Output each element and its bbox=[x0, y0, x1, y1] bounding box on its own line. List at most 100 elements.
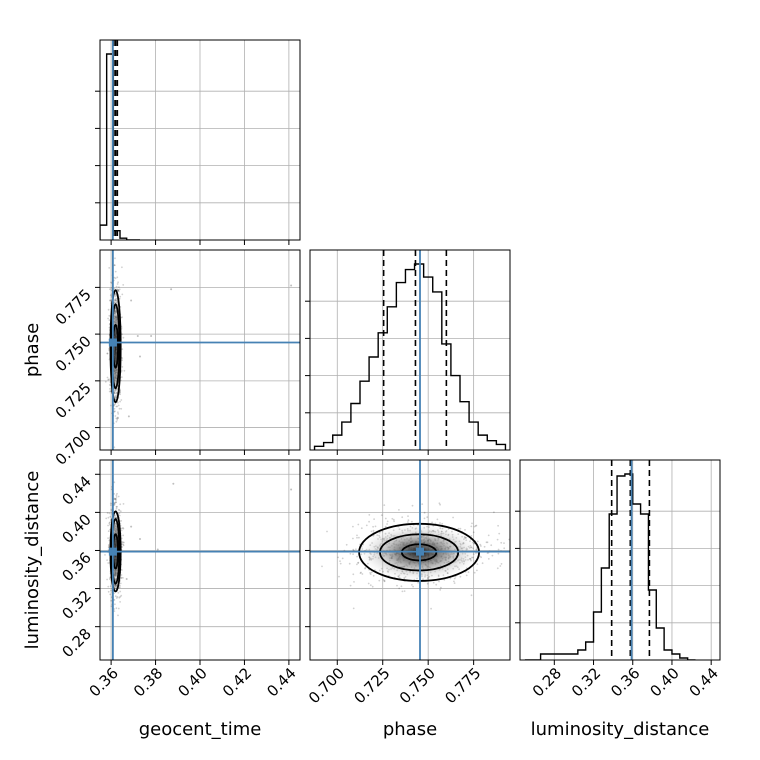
sample-point bbox=[116, 416, 119, 419]
sample-point bbox=[386, 523, 388, 525]
x-tick-label: 0.44 bbox=[686, 664, 722, 700]
sample-point bbox=[380, 514, 383, 517]
sample-point bbox=[349, 584, 352, 587]
sample-point bbox=[116, 405, 119, 408]
y-tick-label: 0.775 bbox=[52, 285, 95, 328]
x-tick-label: 0.36 bbox=[86, 664, 122, 700]
sample-point bbox=[119, 586, 121, 589]
sample-point bbox=[370, 530, 373, 533]
sample-point bbox=[471, 522, 473, 525]
sample-point bbox=[358, 536, 360, 539]
sample-point bbox=[321, 565, 323, 568]
sample-point bbox=[364, 567, 366, 570]
sample-point bbox=[352, 548, 355, 551]
sample-point bbox=[115, 505, 118, 508]
y-tick-label: 0.44 bbox=[58, 472, 94, 508]
outlier-point bbox=[170, 288, 173, 291]
sample-point bbox=[378, 579, 381, 582]
sample-point bbox=[107, 544, 110, 546]
sample-point bbox=[107, 585, 110, 588]
outlier-point bbox=[150, 334, 153, 337]
sample-point bbox=[401, 590, 404, 593]
sample-point bbox=[497, 524, 499, 527]
x-tick-label: 0.44 bbox=[263, 664, 299, 700]
sample-point bbox=[120, 594, 123, 597]
sample-point bbox=[481, 562, 484, 565]
sample-point bbox=[117, 289, 120, 292]
sample-point bbox=[116, 596, 119, 598]
sample-point bbox=[359, 572, 362, 574]
outlier-point bbox=[172, 482, 175, 485]
sample-point bbox=[430, 607, 432, 610]
sample-point bbox=[352, 573, 355, 576]
sample-point bbox=[384, 517, 387, 520]
sample-point bbox=[449, 577, 452, 580]
sample-point bbox=[118, 509, 121, 512]
sample-point bbox=[326, 530, 328, 533]
sample-point bbox=[117, 495, 120, 498]
sample-point bbox=[104, 380, 107, 383]
sample-point bbox=[113, 264, 116, 267]
sample-point bbox=[118, 596, 121, 599]
sample-point bbox=[441, 522, 444, 525]
sample-point bbox=[403, 590, 406, 592]
sample-point bbox=[118, 407, 121, 410]
plot-area bbox=[313, 250, 507, 450]
sample-point bbox=[438, 502, 441, 505]
sample-point bbox=[110, 599, 112, 602]
x-tick-label: 0.725 bbox=[350, 664, 393, 707]
sample-point bbox=[373, 518, 375, 520]
ticks: 0.36 0.38 0.40 0.42 0.440.280.320.360.400.44 bbox=[58, 472, 299, 700]
truth-marker bbox=[416, 547, 424, 556]
sample-point bbox=[109, 299, 112, 302]
sample-point bbox=[474, 525, 477, 527]
sample-point bbox=[123, 541, 125, 544]
sample-point bbox=[110, 605, 113, 608]
sample-point bbox=[119, 595, 122, 598]
sample-point bbox=[109, 299, 112, 302]
sample-point bbox=[115, 597, 118, 599]
sample-point bbox=[411, 504, 414, 507]
x-axis-title: geocent_time bbox=[139, 719, 262, 740]
grid bbox=[100, 460, 300, 660]
y-tick-label: 0.700 bbox=[52, 426, 95, 469]
x-tick-label: 0.750 bbox=[396, 664, 439, 707]
x-tick-label: 0.38 bbox=[130, 664, 166, 700]
sample-point bbox=[113, 497, 116, 500]
sample-point bbox=[470, 535, 473, 537]
sample-point bbox=[439, 503, 441, 506]
sample-point bbox=[459, 575, 462, 578]
sample-point bbox=[307, 585, 309, 587]
sample-point bbox=[369, 584, 372, 587]
sample-point bbox=[123, 369, 126, 372]
sample-point bbox=[115, 496, 118, 498]
panels-layer: 0.28 0.32 0.36 0.40 0.440.7000.7250.7500.775… bbox=[52, 39, 722, 707]
sample-point bbox=[357, 561, 360, 564]
sample-point bbox=[398, 509, 400, 511]
outlier-point bbox=[130, 299, 133, 302]
sample-point bbox=[110, 509, 113, 512]
sample-point bbox=[110, 404, 112, 407]
sample-point bbox=[119, 393, 121, 396]
sample-point bbox=[459, 527, 462, 530]
x-tick-label: 0.32 bbox=[568, 664, 604, 700]
sample-point bbox=[115, 607, 118, 610]
sample-point bbox=[421, 503, 424, 505]
sample-point bbox=[109, 585, 112, 588]
sample-point bbox=[423, 517, 426, 520]
sample-point bbox=[113, 599, 116, 601]
sample-point bbox=[473, 525, 476, 528]
sample-point bbox=[353, 581, 355, 583]
sample-point bbox=[119, 510, 122, 513]
grid bbox=[310, 250, 510, 450]
sample-point bbox=[467, 571, 470, 574]
sample-point bbox=[356, 536, 358, 539]
grid bbox=[100, 40, 300, 240]
outlier-point bbox=[136, 334, 139, 337]
plot-area bbox=[307, 460, 510, 660]
sample-point bbox=[435, 583, 438, 586]
sample-point bbox=[121, 359, 123, 362]
sample-point bbox=[369, 572, 371, 574]
sample-point bbox=[457, 527, 460, 530]
